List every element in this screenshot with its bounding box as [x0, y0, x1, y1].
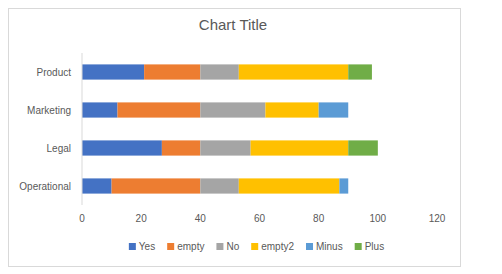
bar — [82, 102, 118, 117]
legend-swatch — [306, 243, 313, 250]
legend-label: Plus — [365, 241, 384, 252]
bar — [251, 140, 349, 155]
legend-swatch — [167, 243, 174, 250]
legend: Yes empty No empty2 Minus Plus — [129, 241, 384, 252]
bar — [265, 102, 318, 117]
category-label: Product — [37, 67, 72, 78]
bar — [239, 64, 348, 79]
tick-label: 20 — [136, 213, 148, 224]
legend-label: No — [226, 241, 239, 252]
bar — [348, 178, 349, 193]
bar — [339, 178, 348, 193]
legend-swatch — [129, 243, 136, 250]
legend-label: Yes — [139, 241, 155, 252]
bars — [82, 64, 378, 193]
bar — [118, 102, 201, 117]
axis-line — [82, 53, 83, 205]
legend-swatch — [251, 243, 258, 250]
bar — [112, 178, 201, 193]
bar — [82, 178, 112, 193]
chart-title: Chart Title — [199, 16, 267, 33]
bar — [319, 102, 349, 117]
bar — [348, 64, 372, 79]
tick-label: 120 — [429, 213, 446, 224]
tick-label: 60 — [254, 213, 266, 224]
chart: Chart Title 0 20 40 60 80 100 120 Operational Leg… — [0, 0, 502, 274]
tick-label: 40 — [195, 213, 207, 224]
bar — [200, 102, 265, 117]
bar — [239, 178, 340, 193]
bar — [200, 140, 250, 155]
chart-frame — [9, 9, 461, 267]
bar — [82, 64, 144, 79]
category-label: Marketing — [27, 105, 71, 116]
bar — [200, 64, 238, 79]
legend-label: empty — [177, 241, 204, 252]
bar — [348, 102, 349, 117]
category-label: Legal — [47, 143, 71, 154]
bar — [162, 140, 200, 155]
tick-label: 0 — [79, 213, 85, 224]
legend-swatch — [355, 243, 362, 250]
legend-label: Minus — [316, 241, 343, 252]
legend-label: empty2 — [261, 241, 294, 252]
bar — [200, 178, 238, 193]
tick-label: 80 — [313, 213, 325, 224]
bar — [348, 140, 378, 155]
bar — [82, 140, 162, 155]
tick-label: 100 — [369, 213, 386, 224]
legend-swatch — [216, 243, 223, 250]
category-label: Operational — [19, 181, 71, 192]
bar — [144, 64, 200, 79]
